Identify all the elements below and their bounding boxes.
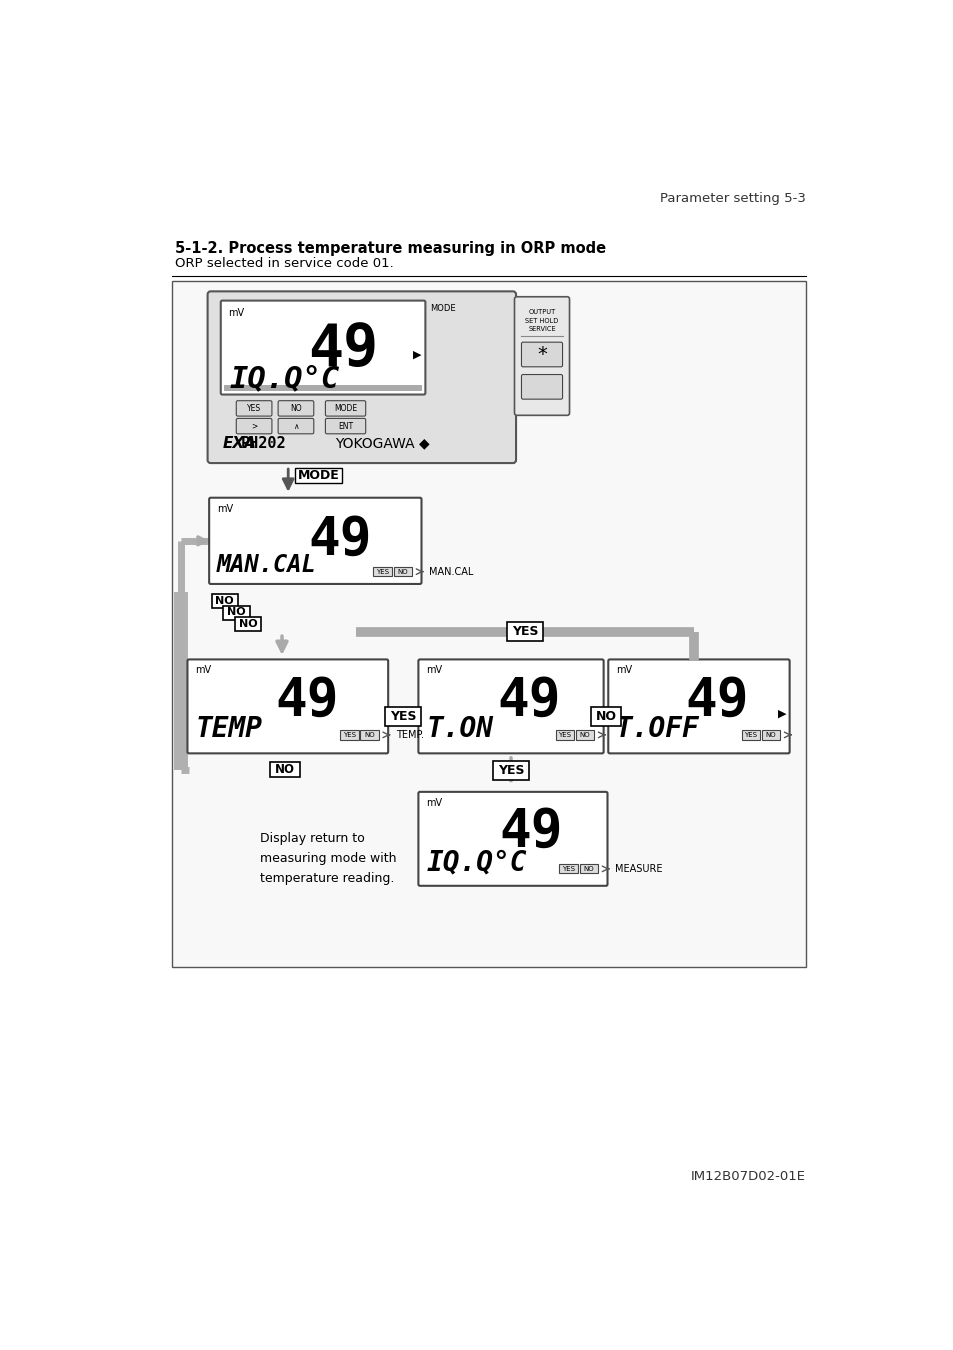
Text: 49: 49 xyxy=(308,321,378,378)
Bar xyxy=(224,385,422,391)
Text: MAN.CAL: MAN.CAL xyxy=(216,554,316,578)
Bar xyxy=(579,864,598,873)
FancyBboxPatch shape xyxy=(294,467,341,483)
FancyBboxPatch shape xyxy=(236,418,272,433)
FancyBboxPatch shape xyxy=(223,606,250,620)
FancyBboxPatch shape xyxy=(234,617,261,632)
Bar xyxy=(340,730,358,740)
Text: YES: YES xyxy=(558,732,571,738)
FancyBboxPatch shape xyxy=(325,401,365,416)
Text: OUTPUT
SET HOLD
SERVICE: OUTPUT SET HOLD SERVICE xyxy=(525,309,558,332)
FancyBboxPatch shape xyxy=(220,301,425,394)
Text: T.ON: T.ON xyxy=(426,714,493,743)
FancyBboxPatch shape xyxy=(608,659,789,753)
Text: ▶: ▶ xyxy=(777,709,785,718)
Text: mV: mV xyxy=(216,504,233,513)
FancyBboxPatch shape xyxy=(385,707,420,726)
Text: IQ.Q°C: IQ.Q°C xyxy=(426,849,526,876)
FancyBboxPatch shape xyxy=(278,418,314,433)
Text: mV: mV xyxy=(616,666,632,675)
Text: ENT: ENT xyxy=(337,421,353,431)
Text: EXA: EXA xyxy=(222,436,256,451)
Text: 5-1-2. Process temperature measuring in ORP mode: 5-1-2. Process temperature measuring in … xyxy=(174,240,605,255)
Text: ▶: ▶ xyxy=(591,709,599,718)
Text: YES: YES xyxy=(375,568,389,575)
Text: 49: 49 xyxy=(275,675,339,728)
Text: NO: NO xyxy=(595,710,616,722)
Text: YES: YES xyxy=(247,404,261,413)
Text: mV: mV xyxy=(229,308,244,317)
Bar xyxy=(394,567,412,576)
Bar xyxy=(555,730,574,740)
Bar xyxy=(740,730,760,740)
FancyBboxPatch shape xyxy=(270,761,299,778)
Text: 49: 49 xyxy=(684,675,748,728)
FancyBboxPatch shape xyxy=(521,342,562,367)
FancyBboxPatch shape xyxy=(591,707,620,726)
Bar xyxy=(360,730,378,740)
Text: MODE: MODE xyxy=(334,404,356,413)
Text: 49: 49 xyxy=(497,675,560,728)
Bar xyxy=(558,864,578,873)
FancyBboxPatch shape xyxy=(208,292,516,463)
FancyBboxPatch shape xyxy=(418,792,607,886)
FancyBboxPatch shape xyxy=(507,622,542,641)
Text: YES: YES xyxy=(497,764,524,776)
Text: ∧: ∧ xyxy=(293,421,298,431)
Text: YOKOGAWA ◆: YOKOGAWA ◆ xyxy=(335,436,429,450)
Text: NO: NO xyxy=(215,595,233,606)
Text: NO: NO xyxy=(579,732,590,738)
Text: T.OFF: T.OFF xyxy=(616,714,700,743)
FancyBboxPatch shape xyxy=(209,498,421,585)
Text: NO: NO xyxy=(238,620,257,629)
Text: PH202: PH202 xyxy=(241,436,286,451)
Text: YES: YES xyxy=(390,710,416,722)
Text: mV: mV xyxy=(195,666,212,675)
Text: MODE: MODE xyxy=(430,304,456,313)
Text: 49: 49 xyxy=(309,513,372,566)
FancyBboxPatch shape xyxy=(514,297,569,416)
Text: ▶: ▶ xyxy=(413,350,421,359)
Text: NO: NO xyxy=(274,763,294,776)
Text: TEMP.: TEMP. xyxy=(395,730,423,740)
Text: NO: NO xyxy=(364,732,375,738)
Text: 49: 49 xyxy=(499,806,562,857)
Text: ORP selected in service code 01.: ORP selected in service code 01. xyxy=(174,256,394,270)
Text: >: > xyxy=(251,421,257,431)
Text: mV: mV xyxy=(426,666,442,675)
FancyBboxPatch shape xyxy=(236,401,272,416)
Text: NO: NO xyxy=(290,404,301,413)
Text: Display return to
measuring mode with
temperature reading.: Display return to measuring mode with te… xyxy=(260,832,396,884)
Text: IM12B07D02-01E: IM12B07D02-01E xyxy=(690,1170,805,1184)
Text: MAN.CAL: MAN.CAL xyxy=(429,567,473,576)
Text: YES: YES xyxy=(342,732,355,738)
FancyBboxPatch shape xyxy=(278,401,314,416)
Text: YES: YES xyxy=(743,732,757,738)
Text: NO: NO xyxy=(765,732,776,738)
Bar xyxy=(575,730,594,740)
FancyBboxPatch shape xyxy=(212,594,238,609)
Bar xyxy=(760,730,780,740)
Text: IQ.Q°C: IQ.Q°C xyxy=(230,364,340,394)
Text: YES: YES xyxy=(561,865,575,872)
Text: Parameter setting 5-3: Parameter setting 5-3 xyxy=(659,193,805,205)
Text: MODE: MODE xyxy=(297,468,339,482)
Text: NO: NO xyxy=(583,865,594,872)
Text: mV: mV xyxy=(426,798,442,807)
FancyBboxPatch shape xyxy=(418,659,603,753)
Text: MEASURE: MEASURE xyxy=(615,864,662,873)
Bar xyxy=(373,567,392,576)
Text: YES: YES xyxy=(511,625,537,639)
Bar xyxy=(172,281,805,967)
FancyBboxPatch shape xyxy=(325,418,365,433)
FancyBboxPatch shape xyxy=(493,761,528,779)
FancyBboxPatch shape xyxy=(187,659,388,753)
Text: *: * xyxy=(537,346,546,365)
Text: NO: NO xyxy=(227,608,245,617)
Text: TEMP: TEMP xyxy=(195,714,262,743)
FancyBboxPatch shape xyxy=(521,374,562,400)
Text: NO: NO xyxy=(397,568,408,575)
